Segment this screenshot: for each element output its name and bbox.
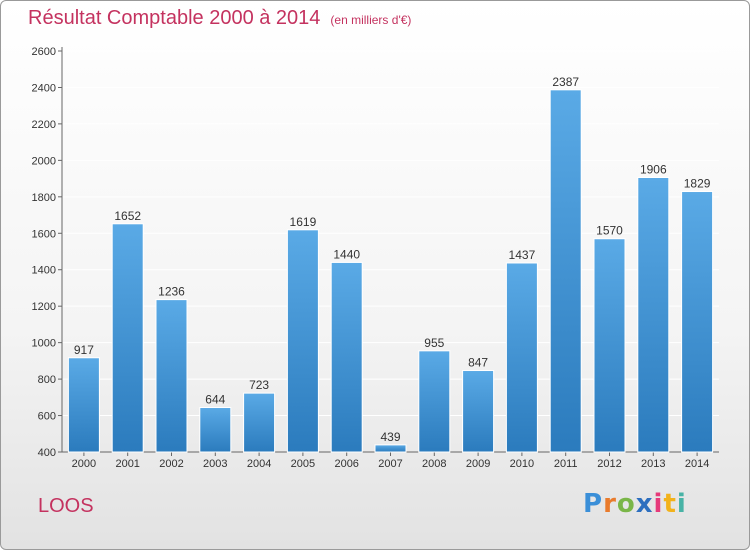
proxiti-logo[interactable]: Proxiti bbox=[583, 489, 687, 519]
x-tick-label-2011: 2011 bbox=[554, 458, 578, 470]
y-tick-label: 600 bbox=[38, 411, 56, 423]
bar-2010 bbox=[505, 262, 538, 453]
logo-letter: o bbox=[616, 489, 636, 519]
x-tick-label-2002: 2002 bbox=[159, 458, 183, 470]
value-labels: 917 1652 1236 644 723 1619 1440 439 955 847 1437 23… bbox=[74, 75, 711, 444]
y-tick-label: 1400 bbox=[32, 265, 56, 277]
logo-letter: i bbox=[676, 489, 687, 519]
value-label-2010: 1437 bbox=[509, 248, 536, 262]
value-label-2007: 439 bbox=[380, 430, 400, 444]
bar-2009 bbox=[462, 370, 495, 453]
logo-letter: P bbox=[583, 489, 604, 519]
x-tick-label-2014: 2014 bbox=[685, 458, 709, 470]
y-tick-label: 800 bbox=[38, 374, 56, 386]
value-label-2011: 2387 bbox=[552, 75, 579, 89]
y-tick-label: 1200 bbox=[32, 301, 56, 313]
commune-name: LOOS bbox=[38, 495, 94, 517]
value-label-2008: 955 bbox=[424, 336, 444, 350]
y-tick-label: 2200 bbox=[32, 119, 56, 131]
value-label-2001: 1652 bbox=[114, 209, 141, 223]
y-tick-label: 2400 bbox=[32, 82, 56, 94]
x-tick-label-2007: 2007 bbox=[378, 458, 402, 470]
value-label-2012: 1570 bbox=[596, 224, 623, 238]
chart-title: Résultat Comptable 2000 à 2014 (en millie… bbox=[28, 7, 411, 30]
title-text: Résultat Comptable 2000 à 2014 bbox=[28, 7, 321, 29]
x-tick-label-2001: 2001 bbox=[115, 458, 139, 470]
x-tick-label-2005: 2005 bbox=[291, 458, 315, 470]
value-label-2009: 847 bbox=[468, 356, 488, 370]
bar-2005 bbox=[286, 229, 319, 453]
x-tick-label-2000: 2000 bbox=[72, 458, 96, 470]
bar-2014 bbox=[681, 191, 714, 453]
value-label-2000: 917 bbox=[74, 343, 94, 357]
value-label-2006: 1440 bbox=[333, 247, 360, 261]
x-tick-label-2010: 2010 bbox=[510, 458, 534, 470]
bar-2001 bbox=[111, 223, 144, 453]
x-tick-label-2008: 2008 bbox=[422, 458, 446, 470]
logo-letter: t bbox=[663, 489, 677, 519]
bar-2000 bbox=[67, 357, 100, 453]
bar-2012 bbox=[593, 238, 626, 453]
value-label-2005: 1619 bbox=[290, 215, 317, 229]
bar-2013 bbox=[637, 176, 670, 453]
value-label-2002: 1236 bbox=[158, 285, 185, 299]
y-tick-label: 1000 bbox=[32, 338, 56, 350]
x-tick-label-2003: 2003 bbox=[203, 458, 227, 470]
y-tick-label: 1800 bbox=[32, 192, 56, 204]
tick-labels: 400 600 800 1000 1200 1400 1600 1800 2000 2200 240… bbox=[32, 46, 710, 470]
x-tick-label-2009: 2009 bbox=[466, 458, 490, 470]
bar-2011 bbox=[549, 89, 582, 453]
title-unit: (en milliers d'€) bbox=[330, 13, 412, 27]
x-tick-label-2013: 2013 bbox=[641, 458, 665, 470]
value-label-2013: 1906 bbox=[640, 162, 667, 176]
bar-2004 bbox=[243, 392, 276, 453]
bar-2007 bbox=[374, 444, 407, 453]
value-label-2014: 1829 bbox=[684, 177, 711, 191]
bar-2003 bbox=[199, 407, 232, 453]
value-label-2004: 723 bbox=[249, 378, 269, 392]
y-tick-label: 400 bbox=[38, 447, 56, 459]
bar-2002 bbox=[155, 299, 188, 453]
y-tick-label: 2600 bbox=[32, 46, 56, 58]
y-tick-label: 2000 bbox=[32, 155, 56, 167]
bar-2008 bbox=[418, 350, 451, 453]
value-label-2003: 644 bbox=[205, 393, 225, 407]
logo-letter: r bbox=[603, 489, 617, 519]
y-tick-label: 1600 bbox=[32, 228, 56, 240]
logo-letter: x bbox=[635, 489, 654, 519]
bar-2006 bbox=[330, 261, 363, 453]
x-tick-label-2012: 2012 bbox=[597, 458, 621, 470]
x-tick-label-2004: 2004 bbox=[247, 458, 271, 470]
logo-letter: i bbox=[653, 489, 664, 519]
bars bbox=[67, 89, 714, 453]
x-tick-label-2006: 2006 bbox=[334, 458, 358, 470]
